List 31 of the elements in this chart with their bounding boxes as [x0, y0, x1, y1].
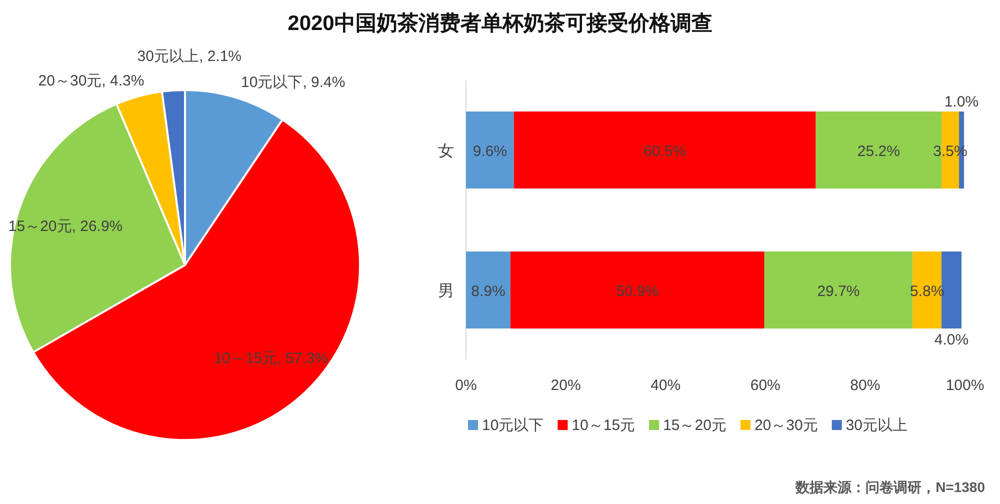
legend-label: 20～30元 — [754, 417, 818, 434]
bar — [466, 252, 510, 328]
slice-label: 10元以下, 9.4% — [241, 74, 346, 91]
data-label: 4.0% — [934, 332, 969, 348]
data-label: 29.7% — [817, 283, 860, 300]
data-label: 25.2% — [857, 143, 900, 160]
slice-label: 20～30元, 4.3% — [38, 72, 144, 90]
x-tick-label: 80% — [850, 377, 880, 394]
x-tick-label: 20% — [550, 377, 581, 394]
legend-label: 15～20元 — [663, 417, 726, 434]
bar — [510, 252, 764, 328]
bar — [466, 112, 514, 188]
y-tick-label: 女 — [438, 143, 454, 160]
x-tick-label: 40% — [650, 377, 681, 394]
x-tick-label: 0% — [455, 377, 477, 394]
legend-label: 10～15元 — [572, 417, 636, 434]
x-tick-label: 60% — [750, 377, 780, 394]
data-label: 8.9% — [471, 283, 506, 300]
source-note: 数据来源：问卷调研，N=1380 — [794, 479, 986, 495]
data-label: 1.0% — [944, 94, 979, 110]
data-label: 9.6% — [472, 143, 508, 160]
data-label: 50.9% — [616, 283, 659, 300]
legend-label: 30元以上 — [846, 417, 908, 434]
data-label: 60.5% — [644, 143, 686, 160]
slice-label: 10～15元, 57.3% — [214, 350, 328, 368]
slice-label: 30元以上, 2.1% — [137, 48, 242, 65]
x-tick-label: 100% — [946, 377, 984, 394]
bar — [514, 112, 816, 188]
legend-label: 10元以下 — [482, 417, 544, 434]
text: 2020中国奶茶消费者单杯奶茶可接受价格调查 — [288, 11, 712, 35]
y-tick-label: 男 — [438, 283, 454, 300]
